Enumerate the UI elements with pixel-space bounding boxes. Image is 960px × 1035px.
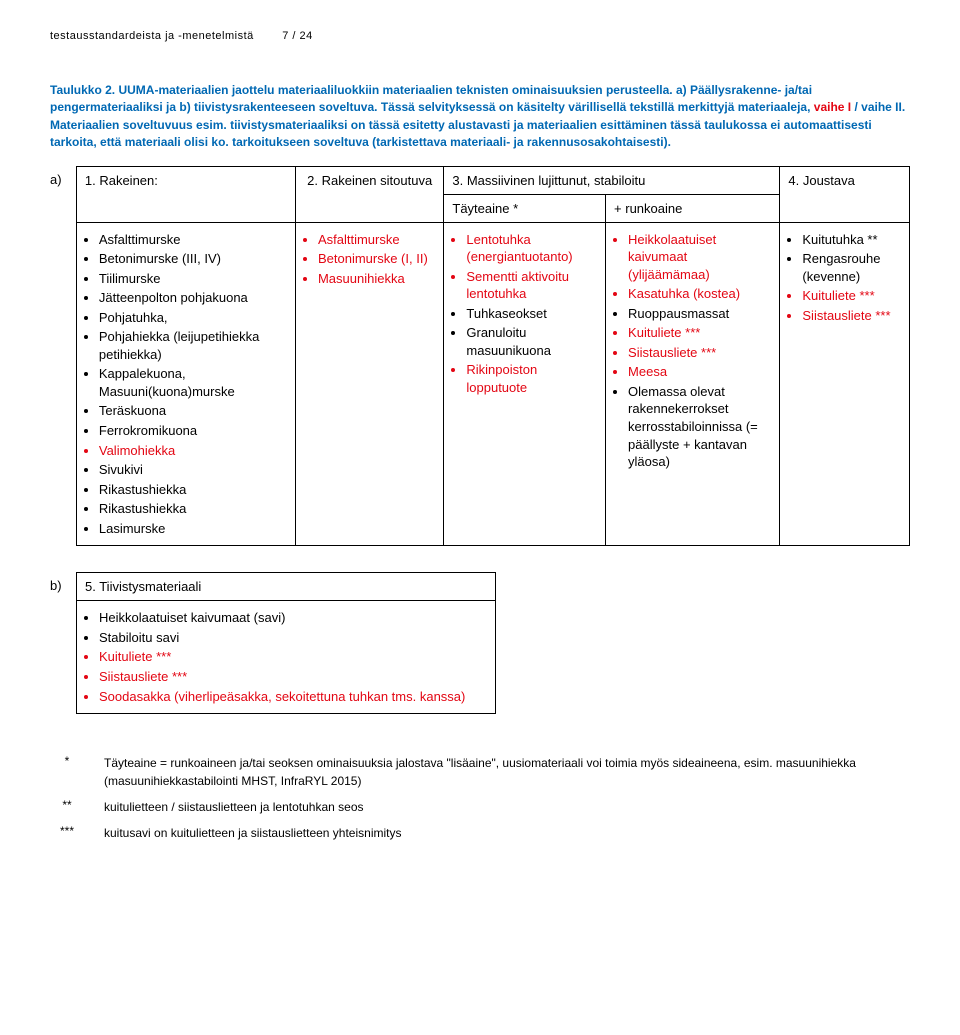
list-item: Teräskuona: [99, 402, 287, 420]
list-item: Siistausliete ***: [802, 307, 901, 325]
list-item: Olemassa olevat rakennekerrokset kerross…: [628, 383, 771, 471]
col3b-cell: Heikkolaatuiset kaivumaat (ylijäämämaa)K…: [606, 222, 780, 546]
list-item: Sementti aktivoitu lentotuhka: [466, 268, 597, 303]
list-item: Meesa: [628, 363, 771, 381]
section-a-label: a): [50, 166, 68, 187]
col3-sub-right: + runkoaine: [606, 194, 780, 222]
list-item: Kuituliete ***: [802, 287, 901, 305]
footnote-mark-2: **: [50, 798, 84, 816]
list-item: Tuhkaseokset: [466, 305, 597, 323]
table-caption: Taulukko 2. UUMA-materiaalien jaottelu m…: [50, 82, 910, 152]
list-item: Asfalttimurske: [99, 231, 287, 249]
footnote-mark-3: ***: [50, 824, 84, 842]
section-b-label: b): [50, 572, 68, 593]
table-b-cell: Heikkolaatuiset kaivumaat (savi) Stabiloi…: [77, 601, 496, 714]
header-title: testausstandardeista ja -menetelmistä: [50, 30, 254, 42]
list-item: Lasimurske: [99, 520, 287, 538]
col3-header: 3. Massiivinen lujittunut, stabiloitu: [444, 166, 780, 194]
list-item: Stabiloitu savi: [99, 629, 487, 647]
list-item: Kasatuhka (kostea): [628, 285, 771, 303]
list-item: Asfalttimurske: [318, 231, 435, 249]
list-item: Kuituliete ***: [628, 324, 771, 342]
table-b: 5. Tiivistysmateriaali Heikkolaatuiset k…: [76, 572, 496, 714]
caption-sep: /: [851, 100, 861, 114]
col2-cell: AsfalttimurskeBetonimurske (I, II) Masuun…: [295, 222, 443, 546]
footnote-mark-1: *: [50, 754, 84, 790]
col4-cell: Kuitutuhka **Rengasrouhe (kevenne) Kuitul…: [780, 222, 910, 546]
list-item: Granuloitu masuunikuona: [466, 324, 597, 359]
col1-header: 1. Rakeinen:: [76, 166, 295, 222]
list-item: Siistausliete ***: [99, 668, 487, 686]
list-item: Siistausliete ***: [628, 344, 771, 362]
list-item: Rikastushiekka: [99, 500, 287, 518]
list-item: Rikinpoiston lopputuote: [466, 361, 597, 396]
caption-phase2: vaihe II: [861, 100, 902, 114]
list-item: Pohjatuhka,: [99, 309, 287, 327]
list-item: Tiilimurske: [99, 270, 287, 288]
list-item: Jätteenpolton pohjakuona: [99, 289, 287, 307]
list-item: Betonimurske (III, IV): [99, 250, 287, 268]
list-item: Betonimurske (I, II): [318, 250, 435, 268]
list-item: Rengasrouhe (kevenne): [802, 250, 901, 285]
col3-sub-left: Täyteaine *: [444, 194, 606, 222]
list-item: Masuunihiekka: [318, 270, 435, 288]
list-item: Heikkolaatuiset kaivumaat (savi): [99, 609, 487, 627]
list-item: Sivukivi: [99, 461, 287, 479]
table-b-title: 5. Tiivistysmateriaali: [77, 573, 496, 601]
col2-header: 2. Rakeinen sitoutuva: [295, 166, 443, 222]
list-item: Ruoppausmassat: [628, 305, 771, 323]
list-item: Pohjahiekka (leijupetihiekka petihiekka): [99, 328, 287, 363]
table-a: 1. Rakeinen: 2. Rakeinen sitoutuva 3. Ma…: [76, 166, 910, 547]
footnote-text-2: kuitulietteen / siistauslietteen ja lent…: [104, 798, 910, 816]
footnote-text-3: kuitusavi on kuitulietteen ja siistausli…: [104, 824, 910, 842]
col3a-cell: Lentotuhka (energiantuotanto)Sementti ak…: [444, 222, 606, 546]
col4-header: 4. Joustava: [780, 166, 910, 222]
caption-phase1: vaihe I: [814, 100, 851, 114]
page-header: testausstandardeista ja -menetelmistä 7 …: [50, 30, 910, 42]
list-item: Rikastushiekka: [99, 481, 287, 499]
list-item: Lentotuhka (energiantuotanto): [466, 231, 597, 266]
list-item: Kuituliete ***: [99, 648, 487, 666]
list-item: Kuitutuhka **: [802, 231, 901, 249]
footnotes: * Täyteaine = runkoaineen ja/tai seoksen…: [50, 754, 910, 842]
caption-lead: Taulukko 2. UUMA-materiaalien jaottelu m…: [50, 83, 814, 114]
list-item: Ferrokromikuona: [99, 422, 287, 440]
col1-cell: AsfalttimurskeBetonimurske (III, IV) Tiil…: [76, 222, 295, 546]
list-item: Heikkolaatuiset kaivumaat (ylijäämämaa): [628, 231, 771, 284]
list-item: Kappalekuona, Masuuni(kuona)murske: [99, 365, 287, 400]
header-pagenum: 7 / 24: [282, 30, 313, 42]
footnote-text-1: Täyteaine = runkoaineen ja/tai seoksen o…: [104, 754, 910, 790]
list-item: Soodasakka (viherlipeäsakka, sekoitettun…: [99, 688, 487, 706]
list-item: Valimohiekka: [99, 442, 287, 460]
